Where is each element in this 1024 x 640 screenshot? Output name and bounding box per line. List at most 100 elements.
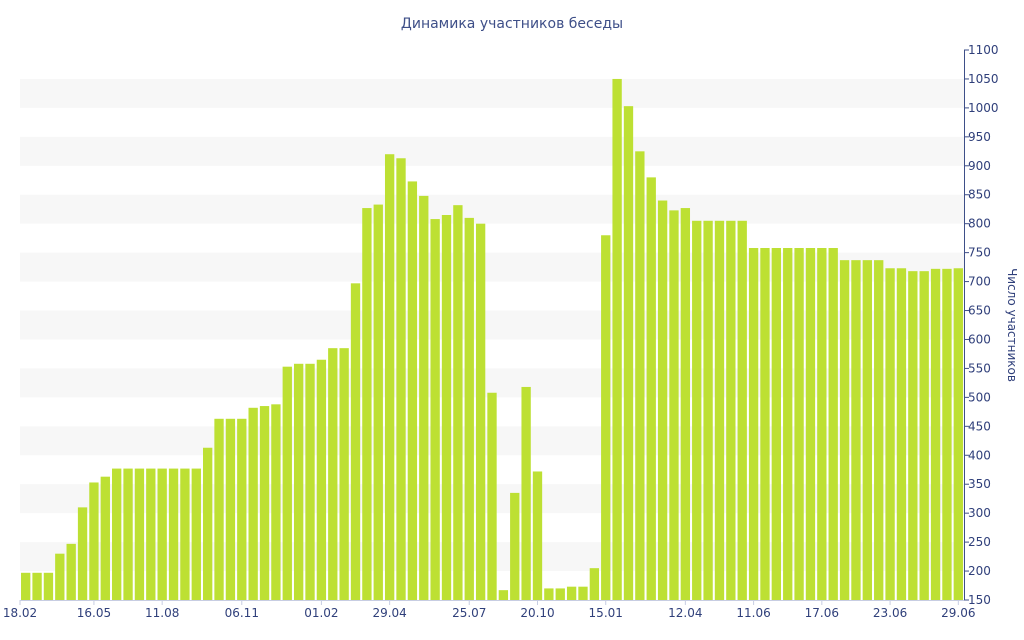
bar <box>612 78 622 600</box>
y-tick-label: 500 <box>968 390 991 404</box>
bar <box>123 468 133 600</box>
bar <box>203 447 213 600</box>
bar <box>589 568 600 600</box>
bar <box>350 283 361 600</box>
y-tick-label: 600 <box>968 332 991 346</box>
bar <box>407 181 418 601</box>
bar <box>396 158 406 600</box>
y-tick-label: 300 <box>968 506 991 520</box>
bar <box>339 348 349 600</box>
y-tick-label: 200 <box>968 564 991 578</box>
bar <box>419 195 429 600</box>
x-tick-label: 11.06 <box>736 606 770 620</box>
y-tick-label: 150 <box>968 593 991 607</box>
bar <box>475 223 486 600</box>
y-axis-label: Число участников <box>1005 268 1019 382</box>
bar <box>714 220 725 601</box>
y-tick-label: 450 <box>968 419 991 433</box>
bar <box>191 468 201 600</box>
bar <box>555 588 565 600</box>
bar <box>771 248 781 600</box>
bar <box>646 177 656 600</box>
x-tick-label: 29.04 <box>372 606 406 620</box>
bar <box>168 468 179 600</box>
y-tick-label: 650 <box>968 304 991 318</box>
x-tick-label: 17.06 <box>805 606 839 620</box>
bar <box>362 208 372 601</box>
y-tick-label: 800 <box>968 217 991 231</box>
bar <box>760 248 770 600</box>
bar <box>225 418 236 600</box>
bar <box>748 248 759 600</box>
bar <box>828 248 838 600</box>
bar <box>657 200 668 600</box>
bar <box>487 392 497 600</box>
bar <box>817 248 827 600</box>
bar <box>282 366 292 600</box>
bar <box>953 268 963 600</box>
bar <box>930 268 941 600</box>
bar <box>703 220 713 601</box>
grid-band <box>20 136 964 166</box>
y-tick-label: 550 <box>968 361 991 375</box>
x-tick-label: 01.02 <box>304 606 338 620</box>
y-axis-ticks: 150 200 250 300 350 400 450 500 550 600 650 700 750 8… <box>964 43 999 607</box>
bar <box>874 260 884 600</box>
bar <box>885 268 895 600</box>
bar <box>271 404 281 600</box>
bar <box>146 468 156 600</box>
bar <box>77 507 88 600</box>
grid-band <box>20 78 964 108</box>
y-tick-label: 1100 <box>968 43 999 57</box>
bar <box>453 205 463 600</box>
y-tick-label: 950 <box>968 130 991 144</box>
bar <box>157 468 167 600</box>
bar <box>805 248 816 600</box>
bar <box>384 154 395 600</box>
y-tick-label: 850 <box>968 188 991 202</box>
bar <box>680 208 691 601</box>
bar <box>783 248 793 600</box>
bar <box>794 248 804 600</box>
x-tick-label: 16.05 <box>77 606 111 620</box>
bar <box>726 220 736 601</box>
bar <box>430 219 440 601</box>
bar <box>896 268 907 600</box>
bar <box>293 363 304 600</box>
bar <box>237 418 247 600</box>
bar <box>532 471 543 600</box>
bar <box>737 220 747 601</box>
bar <box>55 553 65 600</box>
bar <box>544 588 554 600</box>
bar <box>578 586 588 600</box>
bar <box>464 217 474 600</box>
bar <box>43 572 54 600</box>
y-tick-label: 700 <box>968 275 991 289</box>
y-tick-label: 350 <box>968 477 991 491</box>
x-tick-label: 06.11 <box>225 606 259 620</box>
bar <box>839 260 850 600</box>
y-tick-label: 750 <box>968 246 991 260</box>
bar <box>214 418 224 600</box>
bar <box>566 586 577 600</box>
bar <box>635 151 645 600</box>
bar <box>89 482 99 600</box>
bar <box>623 106 634 600</box>
x-tick-label: 11.08 <box>145 606 179 620</box>
x-axis-ticks: 18.02 16.05 11.08 06.11 01.02 29.04 25.07 20.10… <box>3 600 975 620</box>
x-tick-label: 20.10 <box>520 606 554 620</box>
y-tick-label: 250 <box>968 535 991 549</box>
bar <box>134 468 145 600</box>
bar <box>180 468 190 600</box>
bar <box>248 407 258 600</box>
bar <box>21 572 31 600</box>
bar <box>521 386 531 600</box>
y-tick-label: 1050 <box>968 72 999 86</box>
x-tick-label: 29.06 <box>941 606 975 620</box>
bar <box>305 363 315 600</box>
bar <box>601 235 611 600</box>
bar <box>851 260 861 600</box>
bar <box>862 260 872 600</box>
bar <box>919 271 929 600</box>
